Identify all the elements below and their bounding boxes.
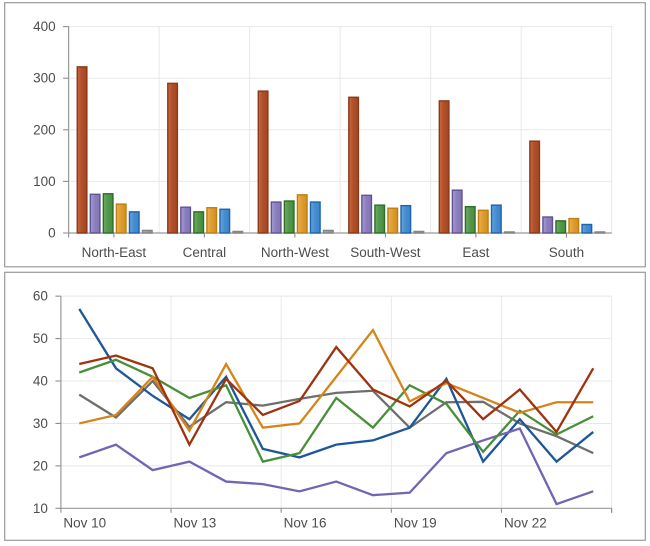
svg-text:300: 300: [33, 71, 56, 86]
svg-text:South-West: South-West: [350, 245, 421, 260]
svg-text:100: 100: [33, 174, 56, 189]
svg-text:South: South: [549, 245, 584, 260]
svg-text:North-East: North-East: [82, 245, 147, 260]
svg-text:East: East: [462, 245, 489, 260]
svg-text:Nov 10: Nov 10: [63, 515, 106, 530]
svg-text:North-West: North-West: [261, 245, 329, 260]
svg-text:20: 20: [33, 458, 48, 473]
svg-text:10: 10: [33, 501, 48, 516]
svg-text:Nov 13: Nov 13: [174, 515, 217, 530]
svg-text:Nov 16: Nov 16: [284, 515, 327, 530]
svg-text:Nov 19: Nov 19: [394, 515, 437, 530]
svg-text:40: 40: [33, 374, 48, 389]
svg-text:200: 200: [33, 122, 56, 137]
svg-text:Central: Central: [183, 245, 227, 260]
svg-text:Nov 22: Nov 22: [504, 515, 547, 530]
svg-text:60: 60: [33, 289, 48, 304]
svg-text:50: 50: [33, 331, 48, 346]
svg-text:30: 30: [33, 416, 48, 431]
svg-text:400: 400: [33, 19, 56, 34]
svg-text:0: 0: [48, 226, 56, 241]
